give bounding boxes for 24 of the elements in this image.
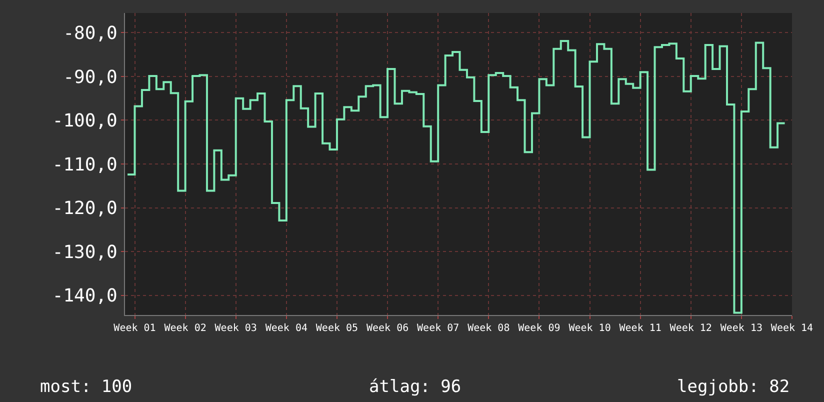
y-tick-label: -100,0 <box>52 110 118 132</box>
x-tick-label: Week 13 <box>720 323 763 334</box>
y-tick-label: -80,0 <box>63 23 118 44</box>
x-tick-label: Week 11 <box>619 323 662 334</box>
x-tick-label: Week 02 <box>164 323 206 334</box>
x-tick-label: Week 08 <box>468 323 510 334</box>
x-tick-label: Week 05 <box>316 323 358 334</box>
x-tick-label: Week 10 <box>568 323 611 334</box>
text: átlag: 96 <box>369 377 462 397</box>
y-tick-label: -110,0 <box>52 154 118 176</box>
x-tick-label: Week 03 <box>214 323 257 334</box>
x-tick-label: Week 04 <box>265 323 308 334</box>
y-tick-label: -140,0 <box>52 286 118 307</box>
x-tick-label: Week 06 <box>366 323 409 334</box>
x-tick-label: Week 12 <box>670 323 712 334</box>
y-tick-label: -90,0 <box>63 66 118 88</box>
y-tick-label: -120,0 <box>52 198 118 220</box>
x-tick-label: Week 09 <box>518 323 560 334</box>
text: most: 100 <box>40 377 132 397</box>
x-tick-label: Week 07 <box>417 323 460 334</box>
y-tick-label: -130,0 <box>52 242 118 263</box>
x-tick-label: Week 01 <box>114 323 156 334</box>
x-tick-label: Week 14 <box>770 323 814 334</box>
text: legjobb: 82 <box>677 377 790 397</box>
